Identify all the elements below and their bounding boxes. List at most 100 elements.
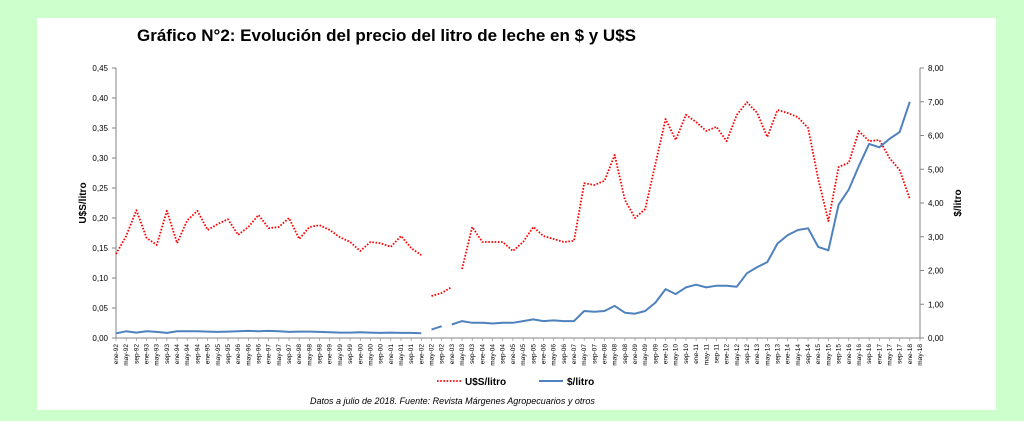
x-tick-label: sep-13 (775, 344, 782, 364)
y-tick-label-left: 0,35 (92, 124, 108, 133)
x-tick-label: sep-05 (530, 344, 537, 364)
y-tick-label-left: 0,00 (92, 334, 108, 343)
x-tick-label: ene-09 (632, 344, 639, 365)
x-tick-label: may-01 (398, 344, 405, 366)
x-tick-label: sep-04 (500, 344, 507, 364)
x-tick-label: sep-99 (347, 344, 354, 364)
x-tick-label: sep-11 (713, 344, 720, 364)
x-tick-label: may-16 (856, 344, 863, 366)
y-tick-label-left: 0,05 (92, 304, 108, 313)
x-tick-label: sep-98 (317, 344, 324, 364)
x-tick-label: ene-17 (876, 344, 883, 365)
x-tick-label: ene-18 (907, 344, 914, 365)
x-tick-label: may-15 (825, 344, 832, 366)
x-tick-label: sep-10 (683, 344, 690, 364)
x-tick-label: sep-07 (591, 344, 598, 364)
series-line-u-s-litro (461, 101, 911, 270)
x-tick-label: ene-10 (663, 344, 670, 365)
series-line-u-s-litro (431, 286, 453, 297)
x-tick-label: may-09 (642, 344, 649, 366)
x-tick-label: ene-03 (449, 344, 456, 365)
x-tick-label: sep-15 (836, 344, 843, 364)
x-tick-label: ene-99 (327, 344, 334, 365)
y-tick-label-right: 6,00 (928, 132, 944, 141)
y-tick-label-right: 8,00 (928, 64, 944, 73)
x-tick-label: ene-06 (540, 344, 547, 365)
x-tick-label: may-17 (886, 344, 893, 366)
x-tick-label: ene-94 (174, 344, 181, 365)
x-tick-label: ene-00 (357, 344, 364, 365)
x-tick-label: sep-03 (469, 344, 476, 364)
x-tick-label: ene-08 (602, 344, 609, 365)
x-tick-label: may-95 (215, 344, 222, 366)
x-tick-label: may-07 (581, 344, 588, 366)
series-line-litro (451, 101, 911, 326)
x-tick-label: ene-98 (296, 344, 303, 365)
y-tick-label-left: 0,30 (92, 154, 108, 163)
y-tick-label-left: 0,25 (92, 184, 108, 193)
x-tick-label: may-14 (795, 344, 802, 366)
x-tick-label: may-12 (734, 344, 741, 366)
x-tick-label: ene-11 (693, 344, 700, 364)
x-tick-label: may-05 (520, 344, 527, 366)
y-tick-label-right: 7,00 (928, 98, 944, 107)
x-tick-label: ene-05 (510, 344, 517, 365)
y-tick-label-left: 0,15 (92, 244, 108, 253)
x-tick-label: ene-95 (205, 344, 212, 365)
x-tick-label: may-13 (764, 344, 771, 366)
y-tick-label-left: 0,20 (92, 214, 108, 223)
x-tick-label: ene-92 (113, 344, 120, 365)
axes-layer: 0,00 0,05 0,10 0,15 0,20 0,25 0,30 0,35 0,40 0,45… (78, 64, 964, 366)
x-tick-label: may-10 (673, 344, 680, 366)
source-note: Datos a julio de 2018. Fuente: Revista M… (310, 396, 595, 406)
x-tick-label: ene-02 (418, 344, 425, 365)
x-tick-label: ene-16 (846, 344, 853, 365)
x-tick-label: may-11 (703, 344, 710, 366)
x-tick-label: may-96 (245, 344, 252, 366)
x-tick-label: may-06 (551, 344, 558, 366)
x-tick-label: ene-93 (144, 344, 151, 365)
y-tick-label-right: 5,00 (928, 165, 944, 174)
x-tick-label: ene-04 (479, 344, 486, 365)
x-tick-label: may-94 (184, 344, 191, 366)
x-tick-label: may-08 (612, 344, 619, 366)
x-tick-label: ene-01 (388, 344, 395, 365)
x-tick-label: sep-97 (286, 344, 293, 364)
x-tick-label: ene-97 (266, 344, 273, 365)
x-tick-label: sep-02 (439, 344, 446, 364)
series-line-litro (115, 329, 422, 335)
x-tick-label: may-03 (459, 344, 466, 366)
x-tick-label: may-93 (154, 344, 161, 366)
x-tick-label: sep-16 (866, 344, 873, 364)
chart-title: Gráfico N°2: Evolución del precio del li… (137, 26, 636, 45)
x-tick-label: sep-93 (164, 344, 171, 364)
x-tick-label: may-97 (276, 344, 283, 366)
x-tick-label: sep-00 (378, 344, 385, 364)
x-tick-label: may-00 (367, 344, 374, 366)
series-line-u-s-litro (115, 209, 422, 256)
legend-label: $/litro (567, 377, 594, 388)
x-tick-label: sep-08 (622, 344, 629, 364)
x-tick-label: may-92 (123, 344, 130, 366)
x-tick-label: sep-01 (408, 344, 415, 364)
x-tick-label: sep-96 (255, 344, 262, 364)
x-tick-label: sep-17 (897, 344, 904, 364)
x-tick-label: ene-14 (785, 344, 792, 365)
x-tick-label: may-99 (337, 344, 344, 366)
legend: U$S/litro $/litro (437, 377, 594, 388)
y-tick-label-left: 0,45 (92, 64, 108, 73)
y-tick-label-left: 0,40 (92, 94, 108, 103)
y-tick-label-right: 3,00 (928, 233, 944, 242)
x-tick-label: ene-13 (754, 344, 761, 365)
x-tick-label: may-98 (306, 344, 313, 366)
y-tick-label-right: 1,00 (928, 300, 944, 309)
x-tick-label: sep-09 (652, 344, 659, 364)
x-tick-label: sep-12 (744, 344, 751, 364)
x-tick-label: may-02 (428, 344, 435, 366)
x-tick-label: sep-14 (805, 344, 812, 364)
x-tick-label: sep-95 (225, 344, 232, 364)
x-tick-label: ene-15 (815, 344, 822, 365)
x-tick-label: may-04 (490, 344, 497, 366)
y-axis-title-right: $/litro (953, 189, 964, 216)
y-axis-title-left: U$S/litro (78, 182, 89, 223)
